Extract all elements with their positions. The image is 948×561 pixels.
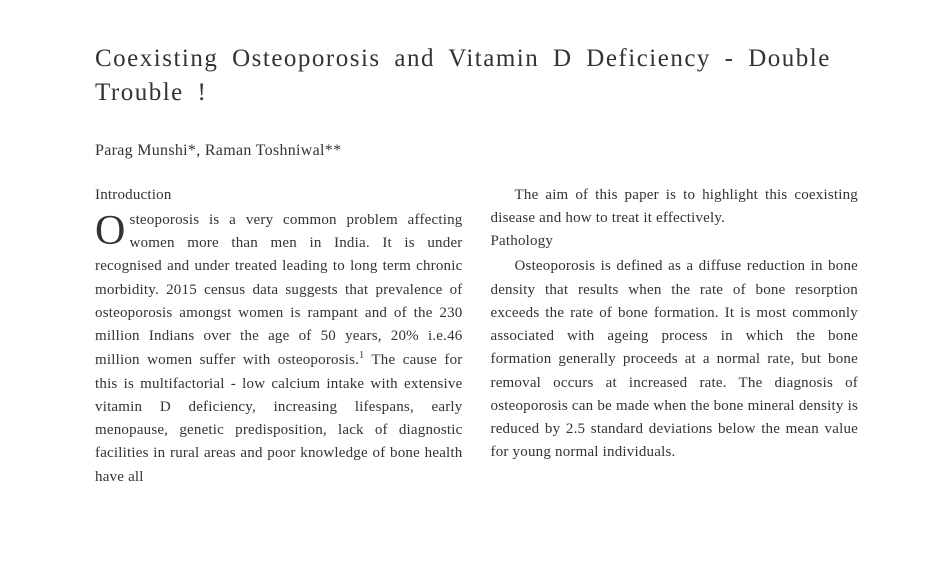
- intro-paragraph: Osteoporosis is a very common problem af…: [95, 209, 463, 489]
- intro-text-part2: The cause for this is multifactorial - l…: [95, 352, 463, 484]
- intro-text-part1: steoporosis is a very common problem aff…: [95, 212, 463, 369]
- pathology-paragraph: Osteoporosis is defined as a diffuse red…: [491, 255, 859, 464]
- column-right: The aim of this paper is to highlight th…: [491, 184, 859, 489]
- aim-paragraph: The aim of this paper is to highlight th…: [491, 184, 859, 231]
- dropcap-letter: O: [95, 209, 130, 251]
- article-title: Coexisting Osteoporosis and Vitamin D De…: [95, 42, 858, 110]
- section-heading-introduction: Introduction: [95, 184, 463, 207]
- section-heading-pathology: Pathology: [491, 230, 859, 253]
- article-authors: Parag Munshi*, Raman Toshniwal**: [95, 142, 858, 160]
- content-columns: Introduction Osteoporosis is a very comm…: [95, 184, 858, 489]
- column-left: Introduction Osteoporosis is a very comm…: [95, 184, 463, 489]
